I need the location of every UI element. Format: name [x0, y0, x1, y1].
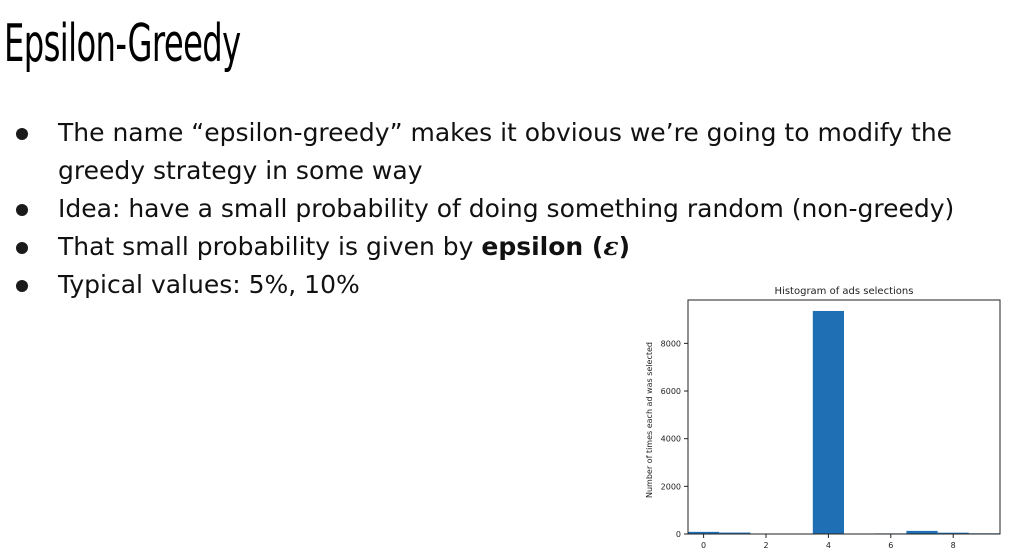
bullet-dot-icon — [16, 280, 28, 292]
bullet-text-prefix: That small probability is given by — [58, 232, 482, 261]
bullet-text-line: greedy strategy in some way — [58, 156, 423, 185]
y-tick-label: 8000 — [661, 339, 681, 348]
histogram-bar — [906, 530, 938, 534]
slide-title: Epsilon-Greedy — [4, 14, 241, 74]
plot-frame — [687, 299, 1001, 535]
chart-y-axis-label: Number of times each ad was selected — [645, 342, 654, 498]
bullet-item: That small probability is given by epsil… — [12, 228, 1012, 266]
y-tick-label: 0 — [676, 530, 681, 539]
bullet-list: The name “epsilon-greedy” makes it obvio… — [12, 114, 1012, 304]
histogram-svg: Histogram of ads selections Number of ti… — [645, 286, 1001, 550]
histogram-bar — [812, 310, 844, 534]
x-tick-label: 8 — [951, 541, 956, 550]
bullet-text-line: Typical values: 5%, 10% — [58, 270, 360, 299]
y-tick-label: 4000 — [661, 435, 681, 444]
bar-series — [688, 310, 1000, 534]
bullet-dot-icon — [16, 128, 28, 140]
histogram-bar — [937, 532, 969, 534]
x-axis-ticks: 0 2 4 6 8 — [701, 534, 956, 550]
bullet-item: Idea: have a small probability of doing … — [12, 190, 1012, 228]
y-tick-label: 6000 — [661, 387, 681, 396]
epsilon-term: epsilon — [481, 232, 584, 261]
histogram-chart: Histogram of ads selections Number of ti… — [640, 282, 1010, 553]
epsilon-paren-close: ) — [618, 232, 630, 261]
x-tick-label: 4 — [826, 541, 831, 550]
bullet-dot-icon — [16, 242, 28, 254]
chart-title: Histogram of ads selections — [775, 286, 914, 297]
epsilon-symbol: ε — [603, 232, 619, 261]
bullet-item: Typical values: 5%, 10% — [12, 266, 1012, 304]
epsilon-paren-open: ( — [583, 232, 604, 261]
bullet-text-line: The name “epsilon-greedy” makes it obvio… — [58, 118, 953, 147]
x-tick-label: 0 — [701, 541, 706, 550]
y-tick-label: 2000 — [661, 482, 681, 491]
histogram-bar — [688, 531, 720, 534]
x-tick-label: 6 — [888, 541, 893, 550]
bullet-text-line: Idea: have a small probability of doing … — [58, 194, 955, 223]
histogram-bar — [719, 532, 751, 534]
bullet-dot-icon — [16, 204, 28, 216]
x-tick-label: 2 — [763, 541, 768, 550]
y-axis-ticks: 0 2000 4000 6000 8000 — [661, 339, 688, 539]
bullet-item: The name “epsilon-greedy” makes it obvio… — [12, 114, 1012, 190]
